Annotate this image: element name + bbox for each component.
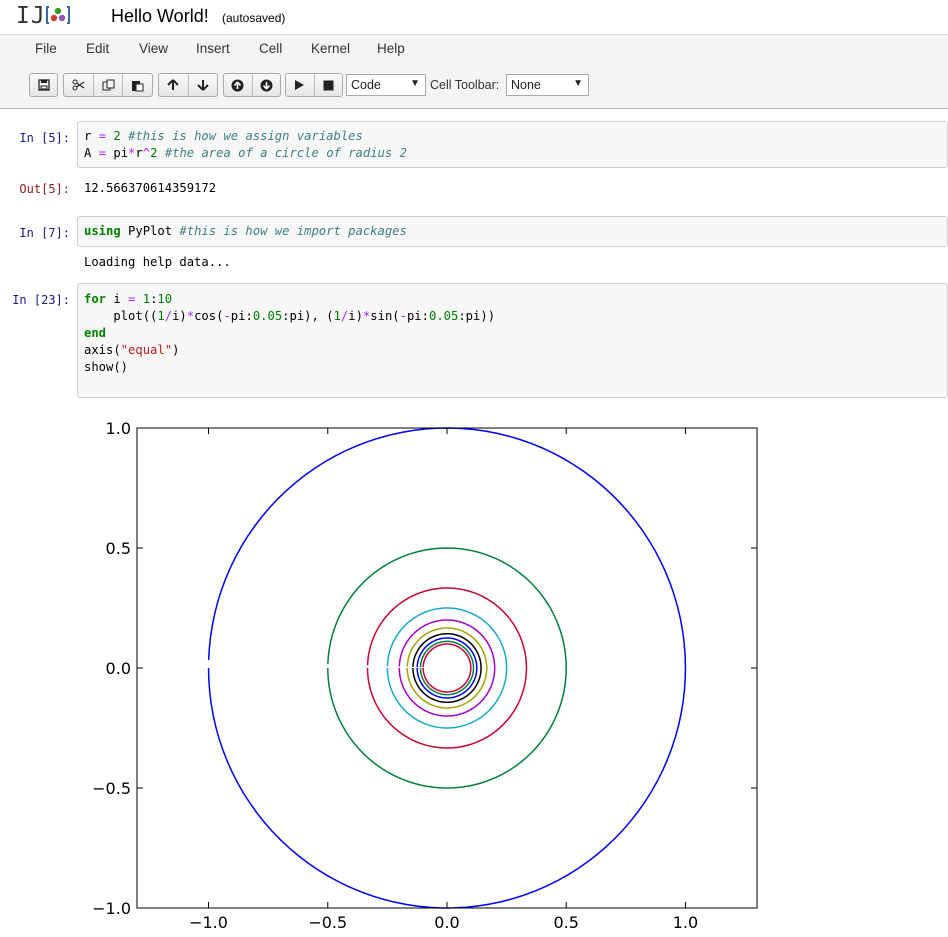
code-line: A = pi*r^2 #the area of a circle of radi…: [84, 146, 407, 160]
y-tick-label: 0.0: [106, 659, 131, 678]
menu-view[interactable]: View: [139, 41, 169, 56]
insert-below-button[interactable]: [253, 74, 281, 96]
save-button[interactable]: [30, 74, 57, 96]
save-group: [29, 73, 58, 97]
arrow-down-icon: [197, 80, 209, 91]
circle-series-8: [416, 637, 478, 699]
menu-kernel[interactable]: Kernel: [311, 41, 351, 56]
circle-arrow-down-icon: [260, 79, 273, 91]
circle-series-10: [422, 643, 472, 693]
copy-button[interactable]: [94, 74, 124, 96]
output-prompt: Out[5]:: [19, 182, 70, 196]
stop-icon: [323, 80, 334, 90]
cell-output: Loading help data...: [84, 255, 231, 269]
scissors-icon: [72, 79, 85, 91]
dropdown-arrow-icon: ▼: [410, 78, 420, 89]
code-line: for i = 1:10: [84, 292, 173, 306]
circle-series-2: [327, 547, 567, 789]
x-tick-label: −0.5: [308, 913, 347, 932]
move-down-button[interactable]: [189, 74, 218, 96]
code-cell-input[interactable]: using PyPlot #this is how we import pack…: [77, 216, 948, 247]
interrupt-kernel-button[interactable]: [315, 74, 343, 96]
input-prompt: In [5]:: [19, 131, 70, 145]
y-tick-label: −1.0: [92, 899, 131, 918]
circle-series-1: [207, 427, 687, 909]
insert-above-button[interactable]: [224, 74, 253, 96]
insert-group: [223, 73, 281, 97]
ijulia-logo[interactable]: IJ: [16, 3, 46, 29]
y-tick-label: 1.0: [106, 419, 131, 438]
code-line: end: [84, 326, 107, 340]
circle-series-6: [406, 627, 488, 709]
input-prompt: In [23]:: [12, 293, 70, 307]
code-line: show(): [84, 360, 129, 374]
notebook-header: IJ Hello World! (autosaved): [0, 0, 948, 34]
menu-file[interactable]: File: [35, 41, 57, 56]
plot-frame: [136, 427, 758, 909]
run-group: [285, 73, 343, 97]
cell-toolbar-select[interactable]: None ▼: [506, 74, 589, 96]
notebook-name[interactable]: Hello World!: [111, 6, 209, 26]
circle-series-7: [412, 632, 482, 704]
cell-type-value: Code: [351, 78, 381, 92]
circle-arrow-up-icon: [231, 79, 244, 91]
copy-icon: [102, 79, 114, 90]
code-cell-input[interactable]: for i = 1:10 plot((1/i)*cos(-pi:0.05:pi)…: [77, 283, 948, 398]
toolbar: Code ▼ Cell Toolbar: None ▼: [0, 64, 948, 109]
menu-cell[interactable]: Cell: [259, 41, 283, 56]
paste-button[interactable]: [123, 74, 152, 96]
menu-insert[interactable]: Insert: [196, 41, 230, 56]
code-line: using PyPlot #this is how we import pack…: [84, 224, 407, 238]
code-line: plot((1/i)*cos(-pi:0.05:pi), (1/i)*sin(-…: [84, 309, 496, 323]
cell-toolbar-value: None: [511, 78, 541, 92]
run-cell-button[interactable]: [286, 74, 315, 96]
x-tick-label: 0.5: [554, 913, 579, 932]
plot-output: −1.0 −0.5 0.0 0.5 1.0 1.0 0.5 0.0 −0.5 −1.0: [92, 419, 758, 932]
circle-series-9: [419, 640, 475, 696]
arrow-up-icon: [167, 79, 179, 90]
code-cell-input[interactable]: r = 2 #this is how we assign variables A…: [77, 121, 948, 168]
y-tick-label: −0.5: [92, 779, 131, 798]
cell-toolbar-label: Cell Toolbar:: [430, 78, 500, 92]
autosave-status: (autosaved): [222, 11, 286, 25]
code-line: r = 2 #this is how we assign variables: [84, 129, 363, 143]
julia-logo-icon: [46, 6, 70, 24]
y-tick-label: 0.5: [106, 539, 131, 558]
move-group: [158, 73, 218, 97]
menu-edit[interactable]: Edit: [86, 41, 110, 56]
play-icon: [295, 80, 305, 90]
circle-series-5: [398, 619, 496, 717]
edit-group: [63, 73, 153, 97]
paste-icon: [132, 80, 144, 91]
code-line: axis("equal"): [84, 343, 180, 357]
x-tick-label: 0.0: [434, 913, 459, 932]
cut-button[interactable]: [64, 74, 94, 96]
x-tick-label: 1.0: [673, 913, 698, 932]
input-prompt: In [7]:: [19, 226, 70, 240]
cell-type-select[interactable]: Code ▼: [346, 74, 426, 96]
menu-help[interactable]: Help: [377, 41, 405, 56]
cell-output: 12.566370614359172: [84, 181, 217, 195]
dropdown-arrow-icon: ▼: [573, 78, 583, 89]
circle-series-3: [366, 587, 528, 749]
floppy-disk-icon: [37, 79, 50, 91]
move-up-button[interactable]: [159, 74, 189, 96]
circle-series-4: [386, 607, 508, 729]
x-tick-label: −1.0: [189, 913, 228, 932]
menu-bar: File Edit View Insert Cell Kernel Help: [0, 34, 948, 65]
